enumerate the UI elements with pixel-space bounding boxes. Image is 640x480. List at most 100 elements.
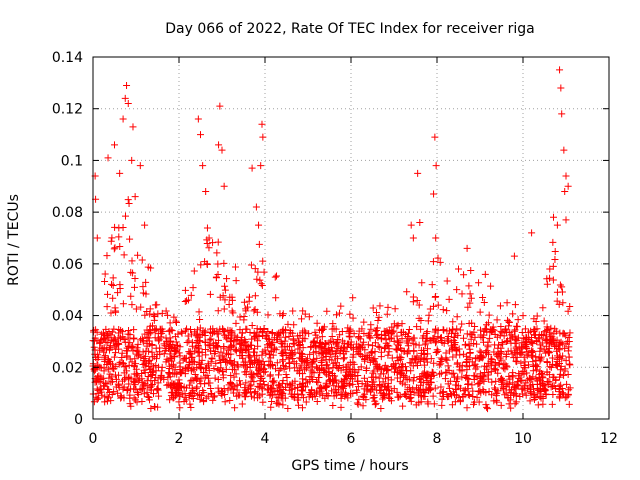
data-point — [173, 347, 181, 355]
data-point — [148, 381, 156, 389]
data-point — [103, 252, 111, 260]
data-point — [337, 377, 345, 385]
data-point — [100, 348, 108, 356]
data-point — [464, 380, 472, 388]
data-point — [250, 307, 258, 315]
data-point — [430, 359, 438, 367]
data-point — [363, 351, 371, 359]
data-point — [182, 364, 190, 372]
data-point — [551, 247, 559, 255]
x-tick-label: 4 — [261, 431, 270, 447]
data-point — [434, 347, 442, 355]
data-point — [299, 344, 307, 352]
data-point — [109, 294, 117, 302]
data-point — [115, 224, 123, 232]
data-point — [318, 349, 326, 357]
data-point — [434, 254, 442, 262]
data-point — [173, 319, 181, 327]
data-point — [264, 335, 272, 343]
data-point — [132, 305, 140, 313]
data-point — [131, 283, 139, 291]
data-point — [247, 357, 255, 365]
data-point — [206, 290, 214, 298]
data-point — [407, 221, 415, 229]
data-point — [139, 385, 147, 393]
data-point — [194, 391, 202, 399]
data-point — [415, 301, 423, 309]
data-point — [286, 360, 294, 368]
data-point — [154, 330, 162, 338]
data-point — [413, 323, 421, 331]
data-point — [254, 390, 262, 398]
data-point — [467, 294, 475, 302]
data-point — [212, 359, 220, 367]
data-point — [267, 403, 275, 411]
data-point — [214, 238, 222, 246]
data-point — [133, 388, 141, 396]
data-point — [318, 361, 326, 369]
data-point — [137, 336, 145, 344]
data-point — [552, 361, 560, 369]
data-point — [540, 346, 548, 354]
data-point — [176, 392, 184, 400]
data-point — [180, 398, 188, 406]
data-point — [225, 301, 233, 309]
data-point — [313, 389, 321, 397]
data-point — [119, 115, 127, 123]
data-point — [203, 224, 211, 232]
data-point — [409, 234, 417, 242]
data-point — [242, 379, 250, 387]
data-point — [465, 391, 473, 399]
data-point — [258, 351, 266, 359]
data-point — [264, 327, 272, 335]
data-point — [532, 353, 540, 361]
data-point — [186, 400, 194, 408]
data-point — [377, 387, 385, 395]
data-point — [123, 387, 131, 395]
data-point — [466, 299, 474, 307]
data-point — [247, 261, 255, 269]
data-point — [121, 212, 129, 220]
data-point — [418, 279, 426, 287]
data-point — [513, 358, 521, 366]
data-point — [484, 341, 492, 349]
data-point — [228, 381, 236, 389]
data-point — [466, 290, 474, 298]
data-point — [279, 377, 287, 385]
data-point — [214, 376, 222, 384]
data-point — [471, 323, 479, 331]
data-point — [565, 333, 573, 341]
data-point — [401, 363, 409, 371]
data-point — [176, 368, 184, 376]
data-point — [535, 331, 543, 339]
data-point — [368, 385, 376, 393]
data-point — [487, 357, 495, 365]
data-point — [309, 338, 317, 346]
data-point — [330, 325, 338, 333]
data-point — [272, 346, 280, 354]
data-point — [371, 401, 379, 409]
data-point — [132, 360, 140, 368]
data-point — [402, 390, 410, 398]
data-point — [556, 373, 564, 381]
data-point — [243, 342, 251, 350]
data-point — [93, 395, 101, 403]
data-point — [393, 345, 401, 353]
data-point — [332, 385, 340, 393]
data-point — [453, 313, 461, 321]
data-point — [520, 361, 528, 369]
data-point — [349, 314, 357, 322]
data-point — [259, 398, 267, 406]
data-point — [130, 370, 138, 378]
data-point — [346, 365, 354, 373]
data-point — [232, 370, 240, 378]
data-point — [233, 386, 241, 394]
data-point — [131, 381, 139, 389]
data-point — [141, 311, 149, 319]
data-point — [282, 370, 290, 378]
data-point — [176, 404, 184, 412]
data-point — [556, 346, 564, 354]
data-point — [477, 326, 485, 334]
data-point — [467, 266, 475, 274]
data-point — [223, 275, 231, 283]
